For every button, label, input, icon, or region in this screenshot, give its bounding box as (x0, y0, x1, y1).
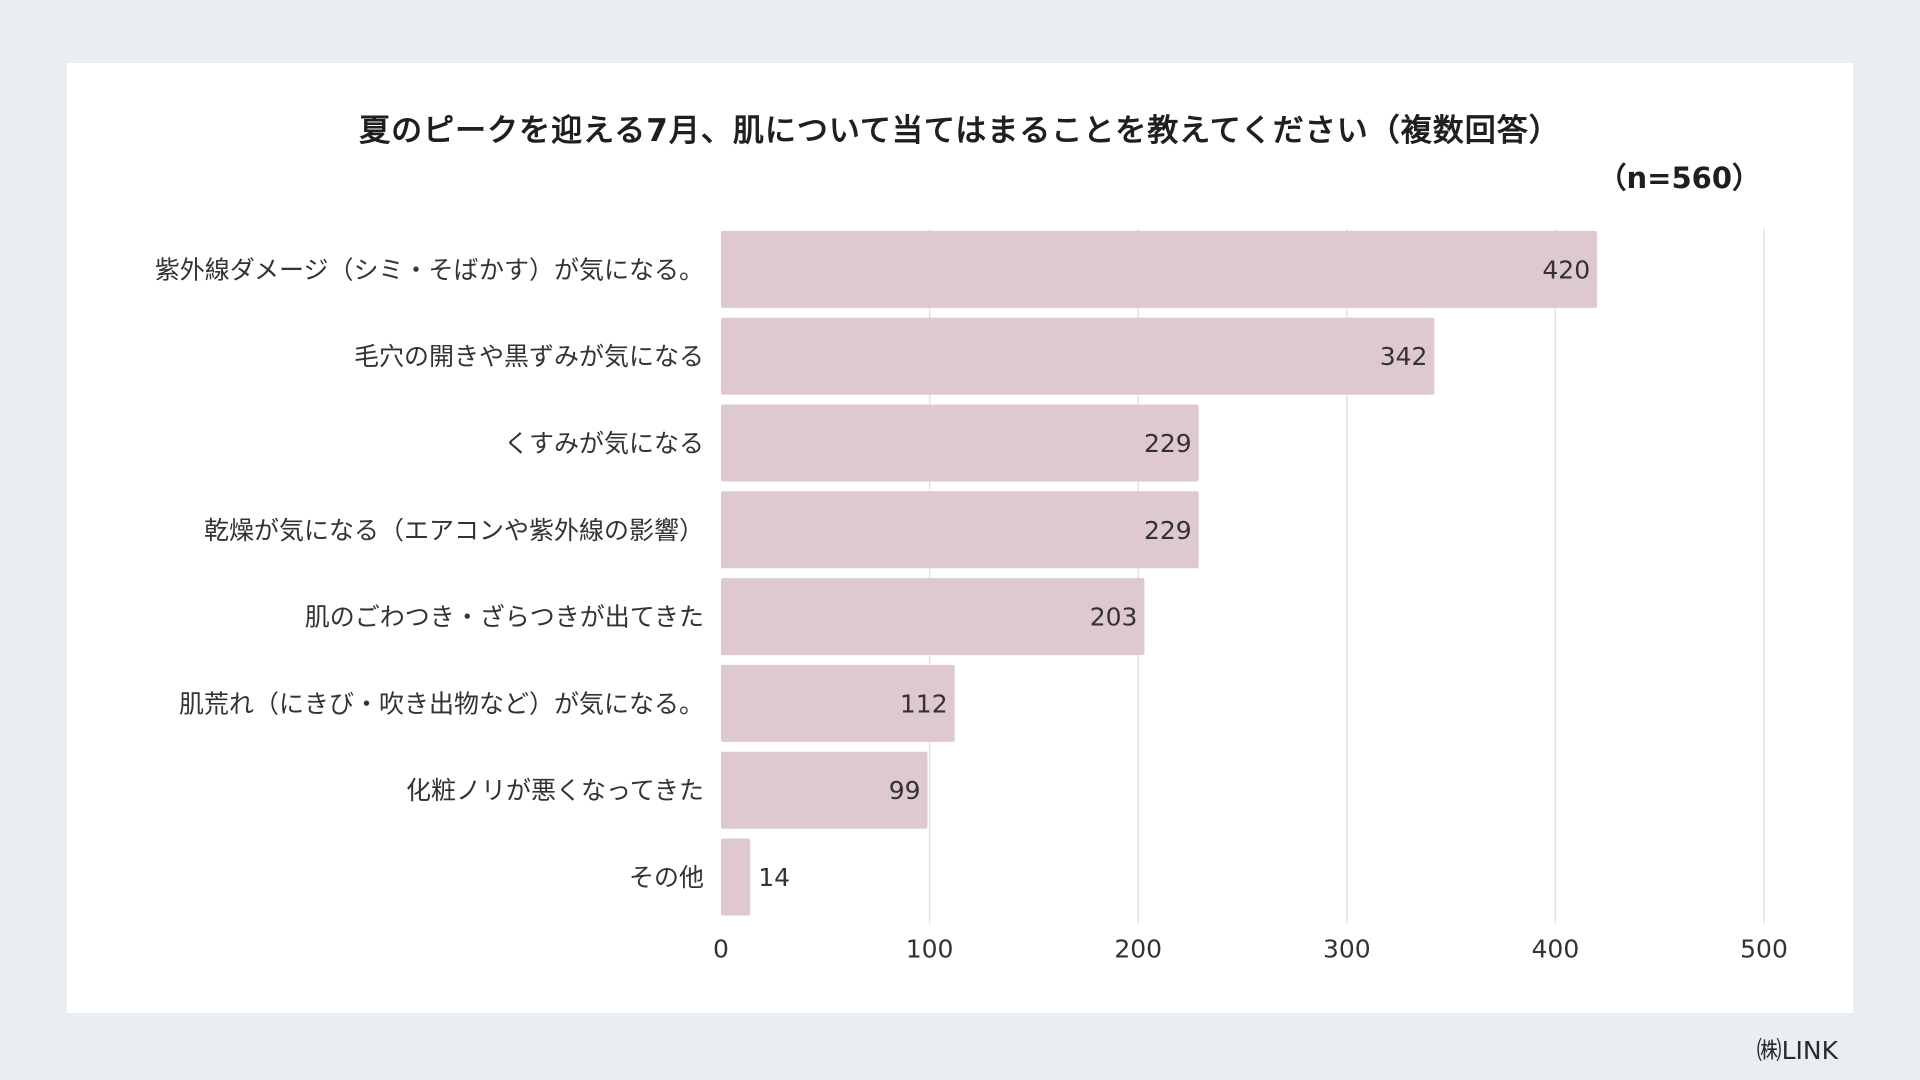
bar (721, 751, 928, 829)
category-label: その他 (629, 863, 704, 892)
bar (721, 578, 1145, 656)
category-label: 紫外線ダメージ（シミ・そばかす）が気になる。 (155, 255, 704, 284)
x-tick-label: 0 (713, 934, 729, 963)
company-credit: ㈱LINK (1756, 1036, 1838, 1065)
category-label: 肌のごわつき・ざらつきが出てきた (305, 603, 704, 632)
bar-chart: 0 100 200 300 400 500 紫外線ダメージ（シミ・そばかす）が気になる。 42… (155, 229, 1788, 963)
category-label: 乾燥が気になる（エアコンや紫外線の影響） (204, 516, 704, 545)
category-label: くすみが気になる (504, 429, 704, 458)
bar (721, 491, 1199, 569)
value-label: 203 (1090, 603, 1138, 632)
value-label: 342 (1380, 342, 1428, 371)
bar (721, 664, 955, 742)
x-tick-label: 100 (906, 934, 954, 963)
sample-size-label: （n=560） (1597, 161, 1761, 195)
value-label: 229 (1144, 516, 1192, 545)
category-label: 化粧ノリが悪くなってきた (406, 776, 704, 805)
value-label: 229 (1144, 429, 1192, 458)
x-tick-label: 400 (1532, 934, 1580, 963)
category-label: 毛穴の開きや黒ずみが気になる (354, 342, 704, 371)
bar (721, 317, 1435, 395)
chart-card: 夏のピークを迎える7月、肌について当てはまることを教えてください（複数回答） （… (67, 63, 1853, 1013)
bar (721, 230, 1598, 308)
bar (721, 838, 751, 916)
x-tick-label: 500 (1740, 934, 1788, 963)
x-tick-label: 300 (1323, 934, 1371, 963)
value-label: 112 (900, 689, 948, 718)
chart-title: 夏のピークを迎える7月、肌について当てはまることを教えてください（複数回答） (359, 113, 1561, 149)
value-label: 420 (1542, 255, 1590, 284)
value-label: 99 (889, 776, 921, 805)
x-tick-label: 200 (1114, 934, 1162, 963)
category-label: 肌荒れ（にきび・吹き出物など）が気になる。 (179, 689, 704, 718)
bar (721, 404, 1199, 482)
value-label: 14 (758, 863, 790, 892)
